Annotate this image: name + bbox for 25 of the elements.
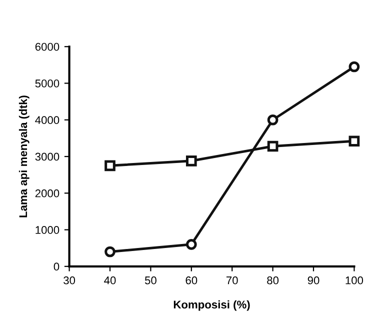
y-axis-title: Lama api menyala (dtk) bbox=[18, 96, 30, 218]
x-tick-label: 60 bbox=[186, 276, 198, 284]
point bbox=[348, 61, 360, 72]
y-tick-label: 0 bbox=[54, 262, 60, 271]
point bbox=[348, 136, 360, 147]
point bbox=[104, 160, 116, 172]
y-tick-label: 1000 bbox=[36, 226, 60, 234]
x-tick-label: 80 bbox=[267, 276, 279, 284]
x-axis-title: Komposisi (%) bbox=[174, 300, 250, 311]
point bbox=[267, 140, 278, 152]
x-tick-label: 90 bbox=[308, 276, 320, 284]
x-tick-label: 40 bbox=[104, 276, 116, 284]
point bbox=[104, 246, 116, 258]
point bbox=[186, 155, 197, 166]
y-tick-label: 6000 bbox=[35, 42, 60, 51]
point bbox=[267, 114, 278, 126]
x-tick-label: 100 bbox=[346, 276, 364, 284]
y-tick-label: 5000 bbox=[35, 80, 60, 88]
y-tick-label: 2000 bbox=[35, 189, 60, 198]
x-tick-label: 30 bbox=[64, 276, 76, 284]
y-tick-label: 3000 bbox=[35, 152, 60, 161]
x-tick-label: 70 bbox=[226, 276, 238, 284]
y-tick-label: 4000 bbox=[35, 116, 60, 124]
x-tick-label: 50 bbox=[144, 276, 156, 284]
point bbox=[186, 239, 197, 250]
